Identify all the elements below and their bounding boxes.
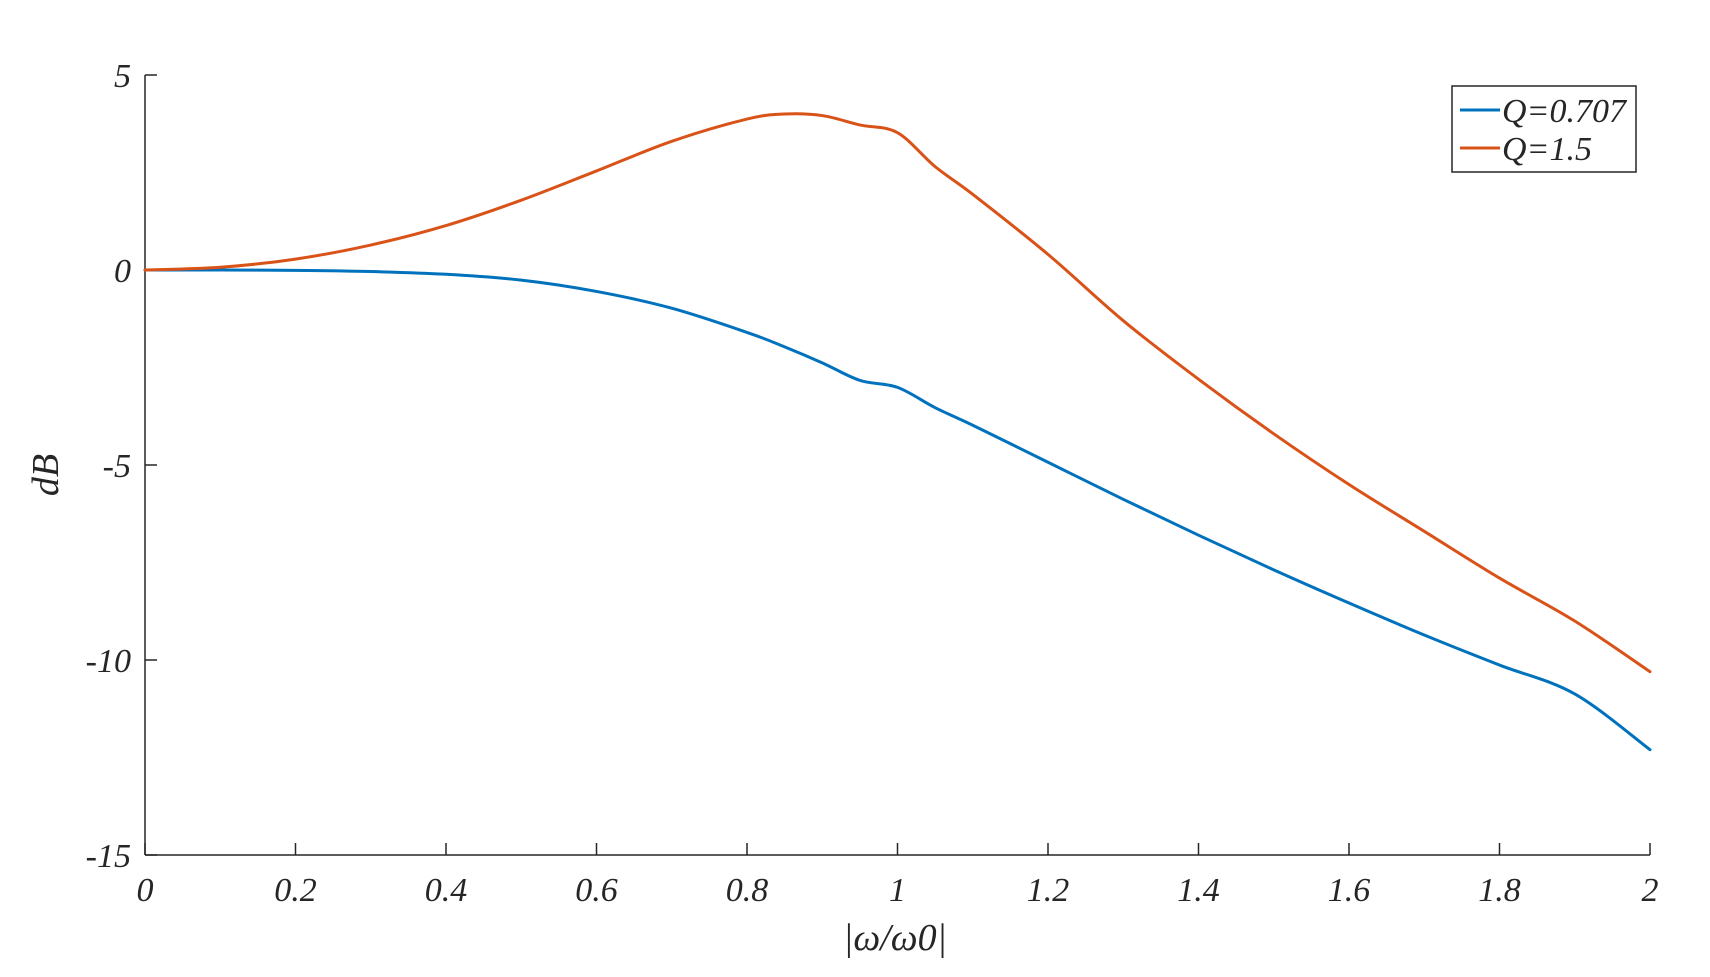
legend-label: Q=1.5: [1502, 131, 1592, 168]
x-tick-label: 1.6: [1328, 872, 1371, 909]
x-tick-label: 2: [1642, 872, 1659, 909]
series-lines: [143, 112, 1652, 752]
x-tick-label: 1.8: [1478, 872, 1521, 909]
y-tick-label: -5: [103, 448, 131, 485]
axes: 0 0.2 0.4 0.6 0.8 1 1.2 1.4 1.6 1.8 2 -15 -10 -5 0 5: [86, 58, 1659, 909]
x-axis-label: |ω/ω0|: [843, 917, 947, 959]
y-tick-label: -15: [86, 838, 131, 875]
x-tick-label: 1.2: [1027, 872, 1070, 909]
legend-label: Q=0.707: [1502, 93, 1628, 130]
y-tick-label: 0: [114, 253, 131, 290]
x-tick-label: 0.8: [726, 872, 769, 909]
y-tick-label: 5: [114, 58, 131, 95]
x-tick-label: 1.4: [1177, 872, 1220, 909]
series-line-2: [143, 112, 1652, 674]
y-axis-label: dB: [25, 454, 67, 496]
y-tick-label: -10: [86, 643, 131, 680]
x-tick-label: 0: [137, 872, 154, 909]
series-line-1: [143, 268, 1652, 752]
x-tick-label: 0.2: [274, 872, 317, 909]
legend-box: [1451, 85, 1637, 173]
x-tick-label: 1: [889, 872, 906, 909]
x-tick-label: 0.6: [575, 872, 618, 909]
x-tick-label: 0.4: [425, 872, 468, 909]
